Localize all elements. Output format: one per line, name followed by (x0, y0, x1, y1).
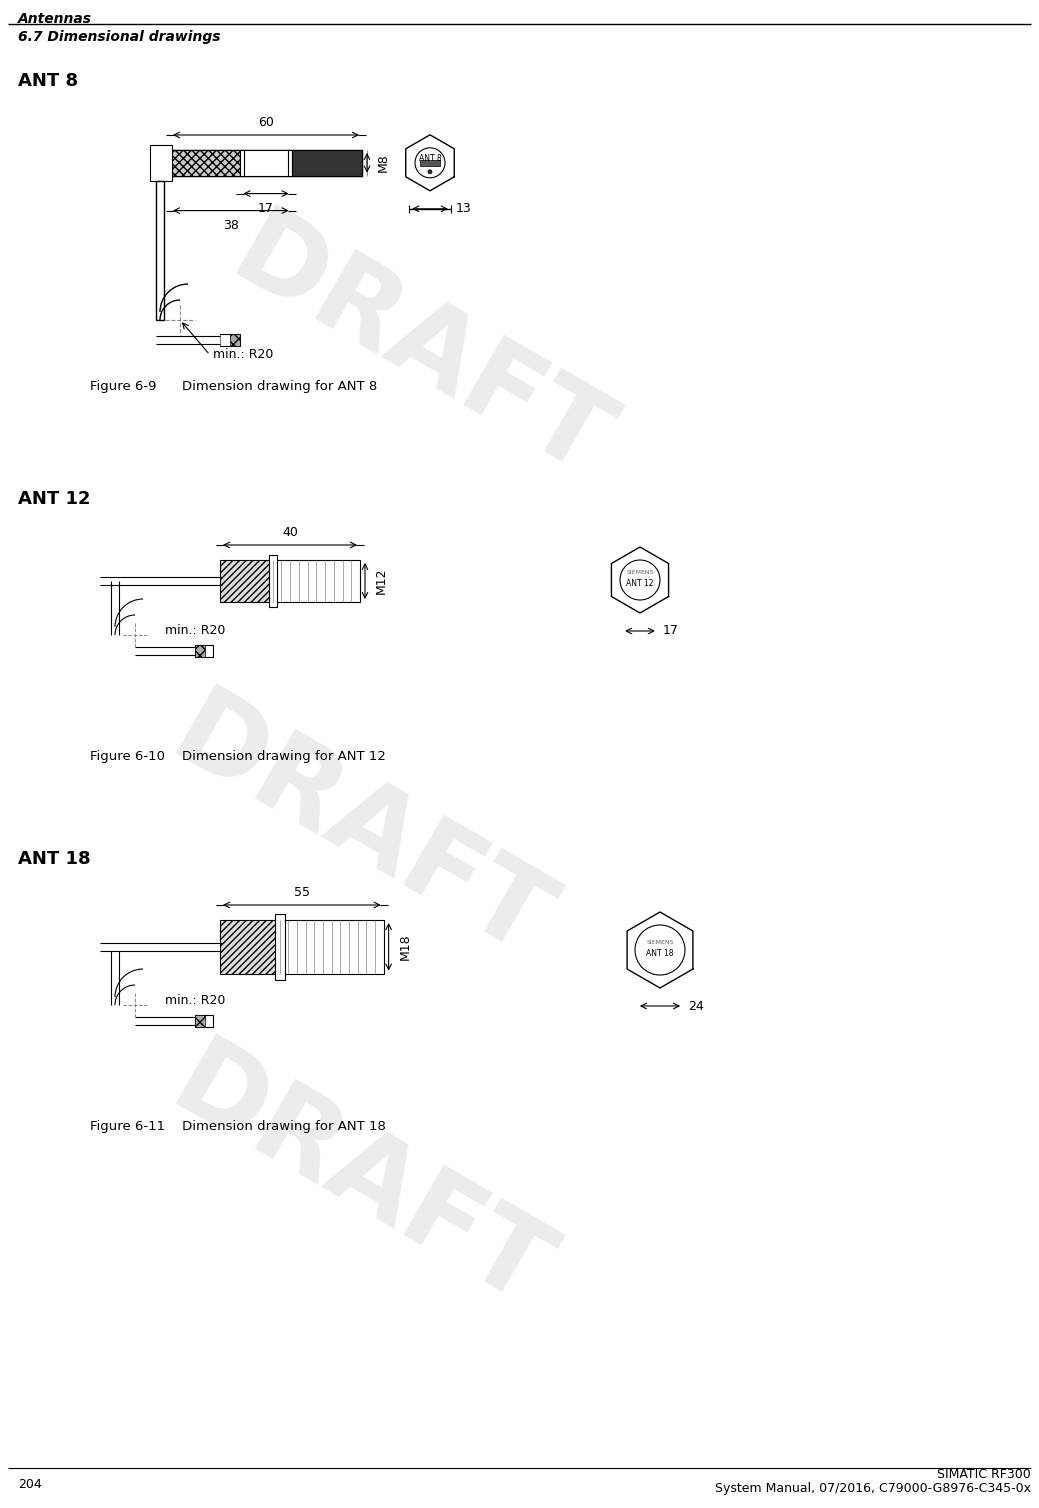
Text: min.: R20: min.: R20 (165, 623, 225, 636)
Polygon shape (420, 160, 439, 166)
Text: DRAFT: DRAFT (154, 1030, 566, 1330)
Text: ANT 18: ANT 18 (18, 851, 90, 869)
Polygon shape (220, 559, 272, 602)
Text: ANT 18: ANT 18 (646, 950, 673, 959)
Text: 17: 17 (258, 202, 274, 214)
Text: Figure 6-9      Dimension drawing for ANT 8: Figure 6-9 Dimension drawing for ANT 8 (90, 380, 377, 394)
Text: 40: 40 (282, 526, 298, 538)
Text: DRAFT: DRAFT (154, 680, 566, 980)
Polygon shape (195, 1015, 213, 1027)
Text: ANT 8: ANT 8 (419, 154, 442, 163)
Text: 24: 24 (688, 1000, 703, 1012)
Polygon shape (220, 920, 279, 974)
Text: Antennas: Antennas (18, 12, 92, 26)
Polygon shape (274, 914, 285, 980)
Text: DRAFT: DRAFT (213, 199, 627, 501)
Text: SIEMENS: SIEMENS (627, 570, 654, 575)
Text: ANT 8: ANT 8 (18, 72, 78, 90)
Text: 204: 204 (18, 1478, 42, 1491)
Text: M18: M18 (399, 933, 411, 961)
Polygon shape (195, 645, 205, 657)
Text: 6.7 Dimensional drawings: 6.7 Dimensional drawings (18, 30, 220, 44)
Polygon shape (220, 333, 240, 345)
Circle shape (620, 559, 660, 600)
Text: 38: 38 (222, 219, 239, 232)
Text: 13: 13 (456, 202, 472, 216)
Text: SIEMENS: SIEMENS (646, 939, 673, 944)
Text: 17: 17 (663, 624, 678, 638)
Circle shape (635, 924, 685, 976)
Text: Figure 6-11    Dimension drawing for ANT 18: Figure 6-11 Dimension drawing for ANT 18 (90, 1120, 385, 1133)
Text: M12: M12 (375, 567, 388, 594)
Polygon shape (268, 555, 276, 608)
Polygon shape (230, 333, 240, 345)
Text: ANT 12: ANT 12 (627, 579, 654, 588)
Polygon shape (170, 149, 240, 175)
Polygon shape (272, 559, 359, 602)
Polygon shape (195, 645, 213, 657)
Polygon shape (292, 149, 362, 175)
Polygon shape (240, 149, 292, 175)
Text: min.: R20: min.: R20 (213, 348, 273, 362)
Text: ANT 12: ANT 12 (18, 490, 90, 508)
Text: SIMATIC RF300: SIMATIC RF300 (937, 1467, 1031, 1481)
Circle shape (428, 170, 432, 173)
Text: System Manual, 07/2016, C79000-G8976-C345-0x: System Manual, 07/2016, C79000-G8976-C34… (715, 1482, 1031, 1494)
Text: 55: 55 (294, 887, 310, 899)
Text: M8: M8 (377, 154, 390, 172)
Polygon shape (150, 145, 172, 181)
Polygon shape (156, 181, 164, 320)
Polygon shape (195, 1015, 205, 1027)
Text: Figure 6-10    Dimension drawing for ANT 12: Figure 6-10 Dimension drawing for ANT 12 (90, 749, 385, 763)
Polygon shape (279, 920, 383, 974)
Text: 60: 60 (258, 116, 274, 130)
Text: min.: R20: min.: R20 (165, 994, 225, 1006)
